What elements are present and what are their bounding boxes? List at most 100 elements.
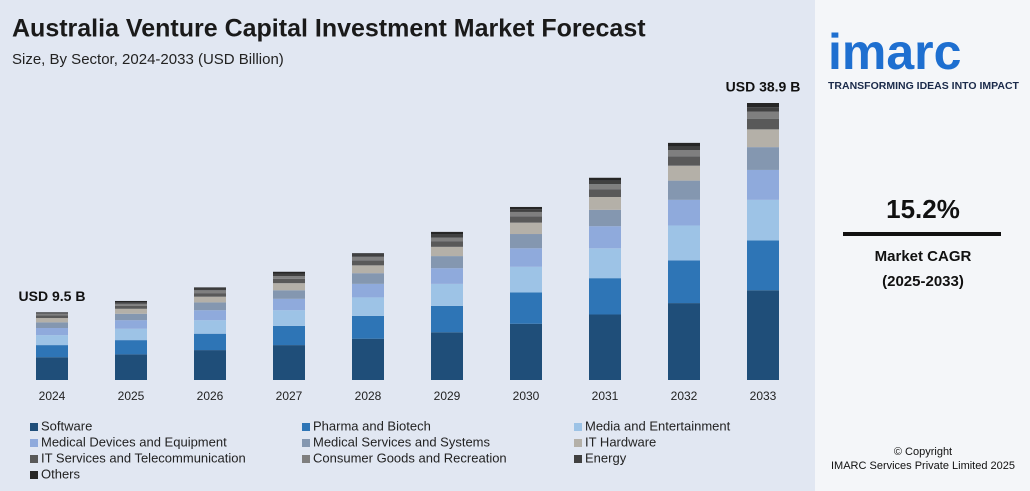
divider <box>843 232 1001 236</box>
bar-segment <box>668 303 700 380</box>
bar-segment <box>747 111 779 119</box>
bar-segment <box>36 357 68 380</box>
bar-segment <box>115 354 147 380</box>
bar-segment <box>36 335 68 346</box>
bar-segment <box>668 225 700 261</box>
bar-segment <box>273 310 305 326</box>
bar-segment <box>36 313 68 314</box>
x-tick-label: 2026 <box>197 389 224 403</box>
bar-segment <box>273 290 305 299</box>
bar-segment <box>115 320 147 329</box>
bar-segment <box>510 206 542 210</box>
legend-label: Consumer Goods and Recreation <box>313 450 507 465</box>
x-tick-label: 2032 <box>671 389 698 403</box>
bar-segment <box>36 345 68 358</box>
legend-swatch <box>30 439 38 447</box>
bar-segment <box>273 276 305 279</box>
bar-segment <box>510 323 542 380</box>
bar-segment <box>510 248 542 267</box>
bar-segment <box>589 180 621 185</box>
bar-segment <box>668 260 700 304</box>
bar-segment <box>510 234 542 249</box>
bar-segment <box>510 266 542 293</box>
bar-segment <box>273 325 305 346</box>
bar-segment <box>36 312 68 314</box>
bar-segment <box>747 107 779 112</box>
bar-segment <box>589 278 621 315</box>
bar-segment <box>747 169 779 200</box>
bar-segment <box>668 149 700 157</box>
bar-segment <box>273 298 305 311</box>
bar-segment <box>431 283 463 306</box>
cagr-period: (2025-2033) <box>882 273 964 290</box>
bar-segment <box>273 283 305 291</box>
bar-segment <box>194 296 226 303</box>
bar-segment <box>352 283 384 298</box>
bar-segment <box>194 310 226 321</box>
legend-label: IT Services and Telecommunication <box>41 450 246 465</box>
bar-segment <box>747 147 779 170</box>
sidebar-bg <box>815 0 1030 491</box>
bar-segment <box>510 292 542 324</box>
bar-segment <box>431 305 463 333</box>
bar-segment <box>352 338 384 380</box>
bar-segment <box>115 303 147 306</box>
bar-segment <box>115 328 147 341</box>
bar-segment <box>115 300 147 303</box>
legend-swatch <box>574 455 582 463</box>
bar-segment <box>589 177 621 181</box>
bar-segment <box>352 265 384 274</box>
bar-segment <box>589 248 621 279</box>
bar-segment <box>194 320 226 334</box>
bar-segment <box>589 226 621 249</box>
bar-segment <box>668 142 700 147</box>
bar-segment <box>431 332 463 380</box>
legend-swatch <box>302 455 310 463</box>
bar-segment <box>194 302 226 311</box>
logo: imarc <box>828 24 961 80</box>
bar-segment <box>668 180 700 200</box>
legend-swatch <box>302 439 310 447</box>
bar-segment <box>352 273 384 284</box>
annotation: USD 9.5 B <box>19 288 86 304</box>
bar-segment <box>194 288 226 291</box>
x-tick-label: 2027 <box>276 389 303 403</box>
bar-segment <box>273 273 305 277</box>
bar-segment <box>510 211 542 217</box>
legend-swatch <box>302 423 310 431</box>
bar-segment <box>115 305 147 309</box>
cagr-label: Market CAGR <box>875 248 972 265</box>
legend-label: Media and Entertainment <box>585 418 731 433</box>
bar-segment <box>431 234 463 238</box>
bar-segment <box>431 256 463 269</box>
bar-segment <box>194 293 226 297</box>
bar-segment <box>194 290 226 294</box>
bar-segment <box>115 302 147 304</box>
bar-segment <box>747 240 779 291</box>
bar-segment <box>194 333 226 351</box>
tagline: TRANSFORMING IDEAS INTO IMPACT <box>828 80 1020 92</box>
chart-title: Australia Venture Capital Investment Mar… <box>12 15 646 43</box>
legend-label: Medical Devices and Equipment <box>41 434 227 449</box>
legend-swatch <box>30 455 38 463</box>
bar-segment <box>352 260 384 266</box>
x-tick-label: 2033 <box>750 389 777 403</box>
bar-segment <box>36 315 68 319</box>
bar-segment <box>589 184 621 190</box>
bar-segment <box>115 313 147 321</box>
bar-segment <box>36 328 68 336</box>
legend-swatch <box>574 439 582 447</box>
bar-segment <box>352 297 384 316</box>
bar-segment <box>747 118 779 130</box>
bar-segment <box>115 308 147 314</box>
legend-swatch <box>574 423 582 431</box>
x-tick-label: 2028 <box>355 389 382 403</box>
copyright: © Copyright <box>894 446 952 458</box>
chart-subtitle: Size, By Sector, 2024-2033 (USD Billion) <box>12 51 284 68</box>
x-tick-label: 2025 <box>118 389 145 403</box>
legend-swatch <box>30 423 38 431</box>
legend-label: Pharma and Biotech <box>313 418 431 433</box>
bar-segment <box>352 254 384 257</box>
